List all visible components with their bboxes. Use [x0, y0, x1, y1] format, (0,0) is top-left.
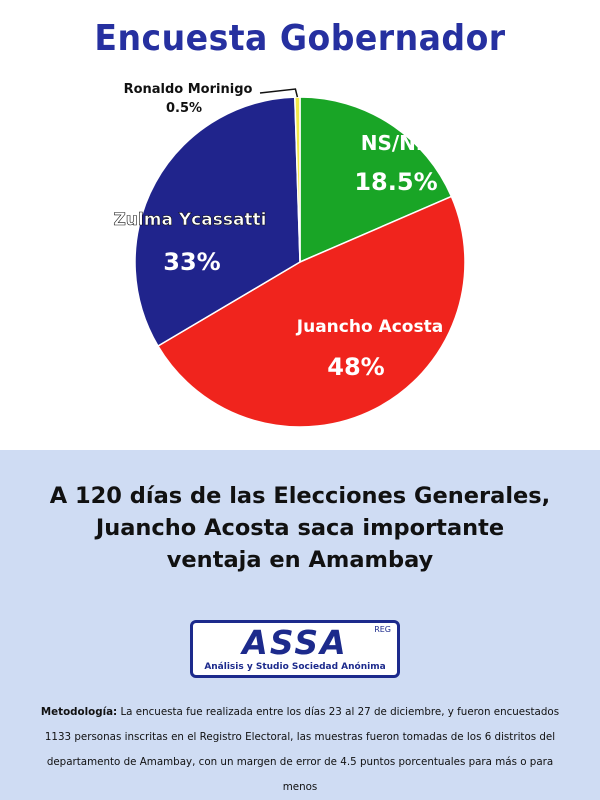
pie-chart: NS/NR 18.5% Juancho Acosta 48% Zulma Ycassat…	[113, 82, 466, 428]
slice-value-juancho-acosta: 48%	[327, 353, 384, 381]
chart-title: Encuesta Gobernador	[94, 18, 506, 59]
logo-wordmark: ASSA	[242, 623, 348, 662]
headline: A 120 días de las Elecciones Generales, …	[0, 480, 600, 576]
methodology-note: Metodología: La encuesta fue realizada e…	[40, 700, 560, 800]
pie-slice-nsnr	[299, 96, 453, 264]
caption-panel: A 120 días de las Elecciones Generales, …	[0, 450, 600, 800]
logo-registered-mark: REG	[374, 625, 391, 634]
logo-subtitle: Análisis y Studio Sociedad Anónima	[204, 662, 386, 672]
methodology-label: Metodología:	[40, 706, 118, 718]
callout-leader-line	[259, 88, 299, 98]
headline-line-3: ventaja en Amambay	[166, 547, 434, 573]
slice-label-ronaldo-morinigo: Ronaldo Morinigo	[124, 82, 253, 97]
slice-label-nsnr: NS/NR	[361, 131, 432, 155]
chart-area: Encuesta Gobernador NS/NR 18.5% Juancho Ac…	[94, 18, 506, 428]
assa-logo: ASSA REG Análisis y Studio Sociedad Anón…	[190, 620, 400, 678]
slice-value-ronaldo-morinigo: 0.5%	[166, 101, 202, 116]
slice-label-zulma-ycassatti: Zulma Ycassatti	[113, 210, 266, 230]
headline-line-1: A 120 días de las Elecciones Generales,	[49, 483, 551, 509]
slice-value-zulma-ycassatti: 33%	[163, 248, 220, 276]
slice-value-nsnr: 18.5%	[354, 168, 437, 196]
headline-line-2: Juancho Acosta saca importante	[95, 515, 505, 541]
methodology-text: La encuesta fue realizada entre los días…	[44, 706, 560, 793]
pie-slice-zulma-ycassatti	[134, 96, 301, 348]
pie-slice-juancho-acosta	[156, 195, 466, 428]
slice-label-juancho-acosta: Juancho Acosta	[296, 317, 443, 337]
